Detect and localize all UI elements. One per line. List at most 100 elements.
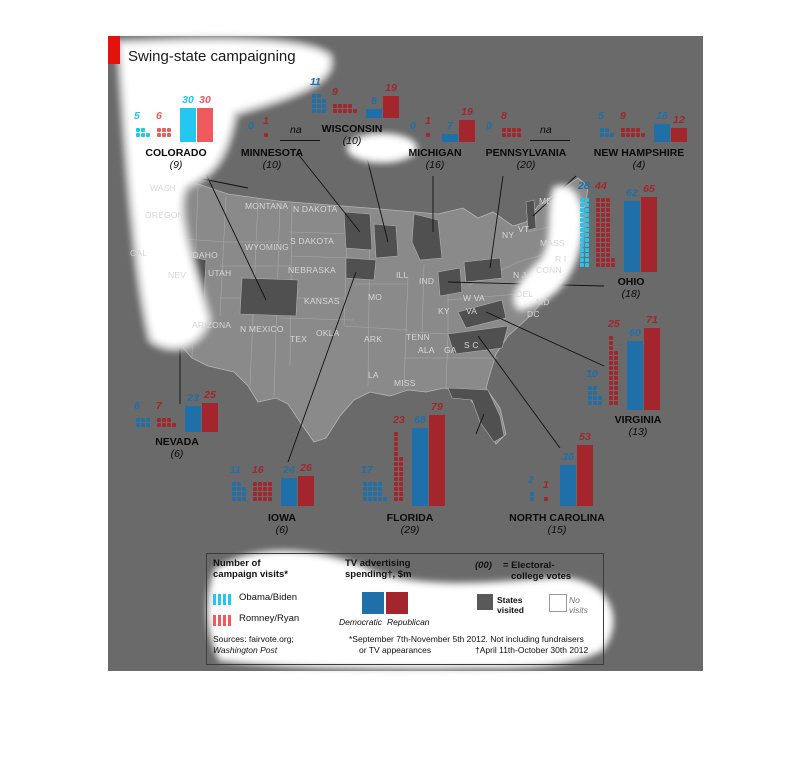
wisconsin-tv-republican-bar [383,96,399,118]
legend-republican-swatch [386,592,408,614]
virginia-romney-visit-dot [609,371,613,375]
colorado-state-name: COLORADO [145,147,207,159]
ohio-obama-visit-dot [585,218,589,222]
florida-romney-visit-dot [399,492,403,496]
iowa-romney-visit-dot [263,482,267,486]
map-state-pennsylvania [463,257,503,283]
wisconsin-obama-visit-dot [312,104,316,108]
map-state-iowa [345,257,377,281]
wisconsin-state-name: WISCONSIN [321,123,383,135]
nevada-romney-visit-dot [157,418,161,422]
ohio-obama-visit-dot [580,198,584,202]
map-state-wisconsin [373,223,399,259]
ohio-romney-visit-dot [606,223,610,227]
legend-footnote1-1: *September 7th-November 5th 2012. Not in… [349,634,584,644]
iowa-obama-visit-dot [242,487,246,491]
michigan-tv-republican-value: 19 [461,106,473,119]
map-label-cal: CAL [130,248,148,258]
nevada-romney-visits: 7 [156,400,162,412]
new-hampshire-obama-visits: 5 [598,110,604,122]
nevada-obama-visit-dot [136,418,140,422]
us-outline [143,177,589,445]
ohio-obama-visit-dot [580,228,584,232]
map-label-tex: TEX [290,334,308,344]
colorado-romney-visit-dot [162,128,166,132]
legend-visits-title-2: campaign visits* [213,569,288,580]
nevada-obama-visit-dot [141,423,145,427]
ohio-romney-visit-dot [596,223,600,227]
ohio-obama-visit-dot [580,208,584,212]
florida-romney-visit-dot [394,472,398,476]
nevada-electoral-votes: (6) [170,448,184,460]
ohio-obama-visit-dot [585,263,589,267]
new-hampshire-tv-democratic-bar [654,123,670,142]
ohio-romney-visit-dot [596,258,600,262]
ohio-romney-visit-dot [601,223,605,227]
wisconsin-romney-visits: 9 [332,86,338,98]
new-hampshire-romney-visit-dot [641,133,645,137]
florida-romney-visit-dot [394,482,398,486]
colorado-romney-visit-dot [162,133,166,137]
iowa-romney-visit-dot [258,487,262,491]
map-label-la: LA [368,370,379,380]
map-label-ny: NY [502,230,515,240]
ohio-romney-visit-dot [606,263,610,267]
florida-romney-visit-dot [394,457,398,461]
colorado-romney-visits: 6 [156,110,162,122]
ohio-romney-visit-dot [611,258,615,262]
map-label-ind: IND [419,276,435,286]
minnesota-state-name: MINNESOTA [240,147,304,159]
virginia-romney-visit-dot [609,396,613,400]
minnesota-tv-na-rule [280,140,320,141]
pennsylvania-romney-visit-dot [512,128,516,132]
iowa-obama-visits: 11 [230,464,241,476]
nevada-obama-visits: 6 [134,400,140,412]
virginia-tv-republican-bar [644,328,660,410]
north-carolina-obama-visits: 2 [528,474,534,486]
pennsylvania-romney-visit-dot [512,133,516,137]
wisconsin-romney-visit-dot [353,109,357,113]
legend-states-visited-1: States [497,595,523,605]
iowa-tv-republican-value: 26 [300,462,312,475]
nevada-tv-democratic-bar [185,405,201,432]
legend-visit-dot [213,615,216,626]
new-hampshire-tv-republican-value: 12 [673,114,685,127]
florida-romney-visit-dot [399,467,403,471]
florida-romney-visit-dot [394,437,398,441]
colorado-electoral-votes: (9) [169,159,183,171]
nevada-romney-visit-dot [167,418,171,422]
florida-obama-visit-dot [363,492,367,496]
virginia-romney-visit-dot [609,376,613,380]
legend-visit-dot [228,615,231,626]
wisconsin-obama-visit-dot [317,104,321,108]
virginia-romney-visit-dot [609,381,613,385]
iowa-obama-visit-dot [237,492,241,496]
iowa-romney-visit-dot [268,482,272,486]
iowa-tv-democratic-value: 24 [283,464,295,477]
virginia-obama-visit-dot [588,401,592,405]
florida-electoral-votes: (29) [400,524,420,536]
ohio-romney-visit-dot [601,263,605,267]
ohio-romney-visit-dot [606,203,610,207]
florida-obama-visit-dot [363,497,367,501]
iowa-tv-republican-bar [298,476,314,506]
map-state-michigan [411,213,443,261]
virginia-romney-visit-dot [609,391,613,395]
virginia-obama-visit-dot [593,386,597,390]
map-label-ill: ILL [396,270,409,280]
ohio-romney-visit-dot [601,198,605,202]
map-state-virginia [457,299,507,329]
ohio-obama-visit-dot [585,233,589,237]
legend-visit-dot [228,594,231,605]
colorado-obama-visit-dot [141,133,145,137]
ohio-obama-visit-dot [580,233,584,237]
map-label-ala: ALA [418,345,435,355]
florida-obama-visits: 17 [361,464,373,476]
florida-romney-visit-dot [394,492,398,496]
wisconsin-obama-visit-dot [312,109,316,113]
north-carolina-electoral-votes: (15) [547,524,567,536]
north-carolina-tv-republican-value: 53 [579,431,591,444]
pennsylvania-romney-visit-dot [507,128,511,132]
wisconsin-tv-democratic-value: 8 [371,94,377,107]
